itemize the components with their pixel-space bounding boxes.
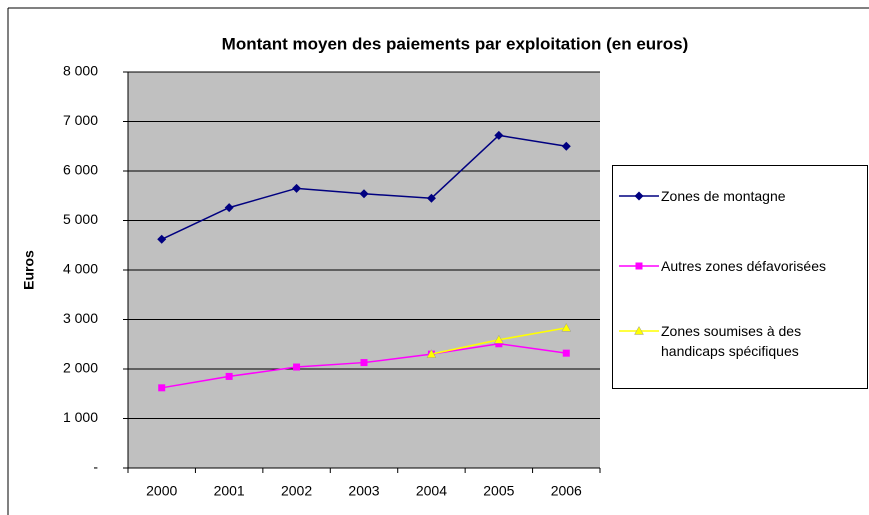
marker: [635, 262, 643, 270]
chart-title: Montant moyen des paiements par exploita…: [222, 34, 689, 53]
marker: [359, 189, 369, 199]
y-tick-label: 5 000: [63, 211, 98, 227]
marker: [562, 349, 570, 357]
legend-label: Autres zones défavorisées: [661, 258, 826, 274]
marker: [360, 359, 368, 367]
y-tick-label: 6 000: [63, 162, 98, 178]
marker: [494, 130, 504, 140]
legend-entry: Zones soumises à des handicaps spécifiqu…: [617, 321, 861, 361]
legend-entry: Autres zones défavorisées: [617, 256, 861, 276]
x-tick-label: 2001: [214, 483, 245, 499]
x-tick-label: 2006: [551, 483, 582, 499]
marker: [292, 183, 302, 193]
y-tick-label: 8 000: [63, 63, 98, 79]
legend-label: Zones soumises à des handicaps spécifiqu…: [661, 323, 802, 359]
y-tick-label: 3 000: [63, 310, 98, 326]
marker: [634, 191, 644, 201]
y-tick-label: 7 000: [63, 112, 98, 128]
x-tick-label: 2005: [483, 483, 514, 499]
legend-label: Zones de montagne: [661, 188, 786, 204]
marker: [426, 193, 436, 203]
marker: [561, 141, 571, 151]
marker: [495, 340, 503, 348]
y-tick-label: 2 000: [63, 360, 98, 376]
legend-swatch: [619, 325, 659, 335]
y-tick-label: -: [93, 459, 98, 475]
x-tick-label: 2002: [281, 483, 312, 499]
legend: Zones de montagne Autres zones défavorisé…: [612, 165, 868, 389]
marker: [634, 325, 644, 335]
x-tick-label: 2003: [348, 483, 379, 499]
x-tick-label: 2004: [416, 483, 447, 499]
marker: [561, 322, 572, 332]
marker: [158, 384, 166, 392]
legend-entry: Zones de montagne: [617, 186, 861, 206]
y-tick-label: 1 000: [63, 409, 98, 425]
marker: [225, 372, 233, 380]
x-tick-label: 2000: [146, 483, 177, 499]
y-axis-label: Euros: [21, 250, 37, 290]
y-tick-label: 4 000: [63, 261, 98, 277]
marker: [224, 203, 234, 213]
legend-swatch: [619, 262, 659, 270]
legend-swatch: [619, 191, 659, 201]
marker: [426, 349, 437, 358]
marker: [293, 363, 301, 371]
marker: [157, 234, 167, 244]
marker: [493, 334, 504, 344]
